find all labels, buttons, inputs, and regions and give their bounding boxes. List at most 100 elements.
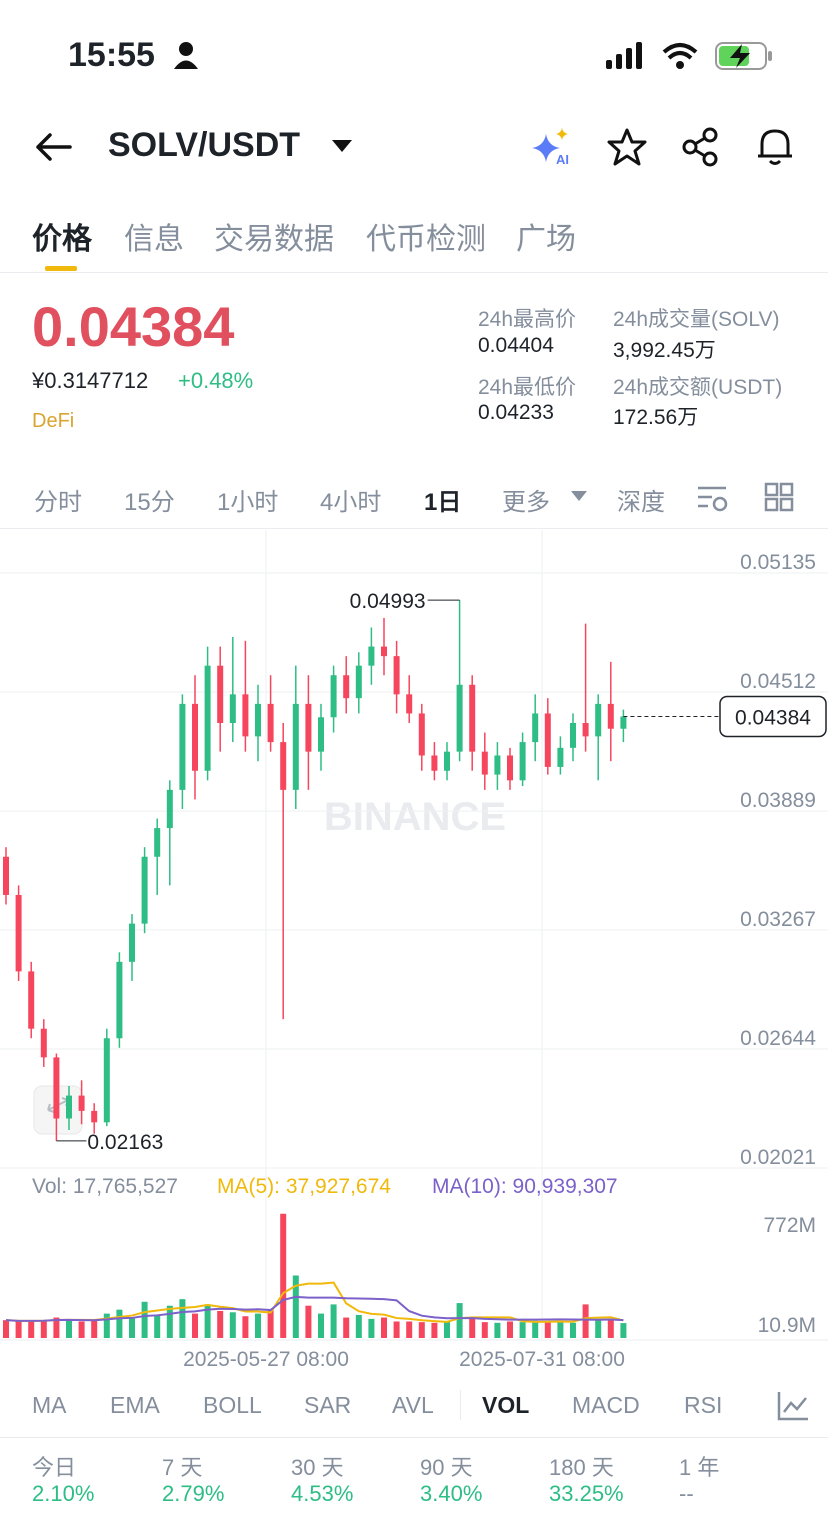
indicator-settings[interactable] — [776, 1390, 810, 1422]
interval[interactable]: 更多 — [502, 489, 550, 516]
svg-text:AI: AI — [556, 152, 569, 167]
perf-label: 90 天 — [420, 1455, 473, 1480]
stat-label: 24h成交额(USDT) — [613, 376, 783, 399]
interval[interactable]: 1日 — [424, 489, 462, 516]
indicator[interactable]: SAR — [304, 1392, 352, 1418]
volume-bar — [494, 1322, 501, 1338]
volume-bar — [444, 1321, 450, 1338]
candle-body — [507, 755, 513, 781]
volume-bar — [154, 1314, 161, 1338]
tab[interactable]: 广场 — [516, 223, 576, 256]
volume-bar — [456, 1303, 463, 1338]
volume-bar — [507, 1321, 513, 1338]
tab[interactable]: 交易数据 — [214, 223, 334, 256]
indicator[interactable]: RSI — [684, 1392, 723, 1418]
volume-bar — [481, 1322, 488, 1338]
indicator[interactable]: MACD — [572, 1392, 640, 1418]
pair-dropdown[interactable] — [330, 138, 354, 154]
candle-body — [305, 703, 312, 752]
volume-bar — [242, 1316, 249, 1338]
volume-bar — [192, 1313, 198, 1338]
stat-value: 0.04233 — [478, 401, 554, 424]
ma10-line — [5, 1295, 624, 1322]
tab[interactable]: 信息 — [124, 223, 184, 256]
price-change: +0.48% — [178, 368, 254, 393]
indicator[interactable]: BOLL — [203, 1392, 262, 1418]
candle-body — [192, 703, 198, 771]
favorite-button[interactable] — [606, 126, 648, 168]
volume-bar — [267, 1309, 274, 1338]
candle-body — [78, 1095, 85, 1111]
back-button[interactable] — [34, 130, 74, 164]
tab[interactable]: 代币检测 — [366, 223, 486, 256]
alert-button[interactable] — [754, 124, 796, 168]
candle-body — [431, 755, 438, 771]
chart-settings[interactable] — [696, 482, 730, 514]
last-price: 0.04384 — [32, 295, 235, 358]
volume-legend: MA(5): 37,927,674 — [217, 1175, 391, 1198]
tab[interactable]: 价格 — [32, 223, 92, 256]
low-label: 0.02163 — [87, 1131, 163, 1154]
volume-bar — [318, 1313, 324, 1338]
volume-legend: MA(10): 90,939,307 — [432, 1175, 618, 1198]
stat-label: 24h最低价 — [478, 376, 577, 399]
candle-body — [444, 751, 450, 771]
volume-bar — [393, 1321, 400, 1338]
y-tick-label: 0.03267 — [740, 908, 816, 931]
volume-bar — [91, 1320, 98, 1338]
candle-body — [620, 716, 627, 729]
interval[interactable]: 15分 — [124, 489, 175, 516]
interval[interactable]: 1小时 — [217, 489, 279, 516]
divider — [460, 1390, 461, 1420]
share-button[interactable] — [680, 126, 722, 168]
current-price-label: 0.04384 — [735, 706, 811, 729]
volume-bar — [217, 1310, 224, 1338]
interval[interactable]: 4小时 — [320, 489, 382, 516]
kline-chart[interactable]: BINANCE 0.05135 0.04512 0.03889 0.03267 0.02… — [0, 530, 828, 1375]
candle-body — [343, 675, 350, 699]
candle-body — [103, 1038, 110, 1123]
candle-body — [116, 961, 123, 1039]
sector-tag[interactable]: DeFi — [32, 410, 75, 432]
volume-bar — [368, 1318, 375, 1338]
interval[interactable]: 分时 — [34, 489, 82, 516]
perf-value: 2.79% — [162, 1481, 225, 1506]
candle-body — [154, 828, 161, 857]
more-dropdown[interactable] — [570, 490, 588, 502]
candle-body — [469, 684, 476, 752]
divider — [0, 528, 828, 529]
candle-body — [557, 747, 564, 767]
indicator[interactable]: EMA — [110, 1392, 160, 1418]
volume-bar — [381, 1317, 387, 1338]
indicator[interactable]: AVL — [392, 1392, 434, 1418]
divider — [0, 272, 828, 273]
volume-bar — [66, 1319, 72, 1338]
volume-bar — [28, 1320, 35, 1338]
volume-bar — [229, 1312, 236, 1338]
pair-title[interactable]: SOLV/USDT — [108, 126, 301, 164]
candle-body — [381, 646, 387, 657]
indicator[interactable]: VOL — [482, 1392, 530, 1418]
volume-bar — [40, 1320, 47, 1338]
candle-body — [129, 923, 135, 962]
ai-button[interactable]: AI — [530, 126, 576, 168]
candle-body — [166, 789, 173, 829]
candle-body — [141, 856, 148, 924]
candle-body — [255, 703, 261, 737]
perf-value: -- — [679, 1481, 694, 1506]
y-tick-label: 0.05135 — [740, 551, 816, 574]
interval[interactable]: 深度 — [617, 489, 665, 516]
status-time: 15:55 — [68, 36, 155, 74]
volume-bar — [355, 1314, 362, 1338]
stat-label: 24h成交量(SOLV) — [613, 308, 780, 331]
candle-body — [28, 971, 35, 1029]
stat-value: 3,992.45万 — [613, 339, 716, 362]
volume-bar — [280, 1213, 287, 1338]
volume-bar — [418, 1322, 425, 1338]
layout-toggle[interactable] — [764, 482, 794, 512]
current-price-box — [719, 695, 827, 738]
candle-body — [330, 675, 337, 718]
indicator[interactable]: MA — [32, 1392, 67, 1418]
volume-bar — [607, 1319, 614, 1338]
candle-body — [519, 742, 526, 781]
